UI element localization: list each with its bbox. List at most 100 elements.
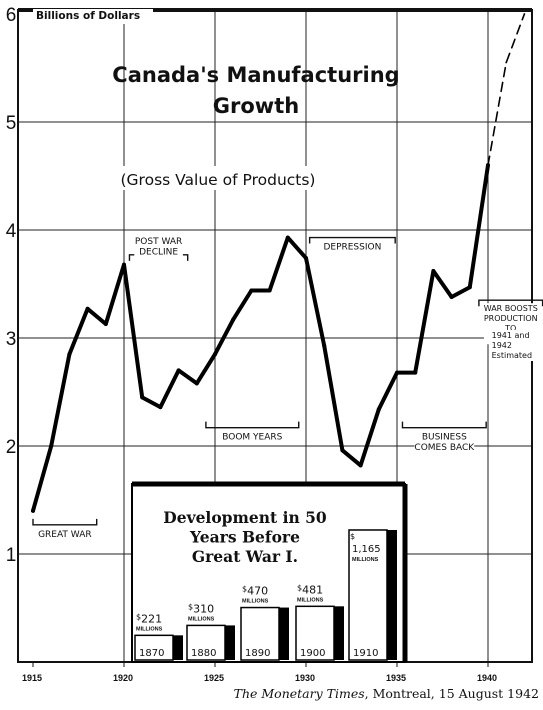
inset-bar-value-number: 1,165: [352, 544, 381, 555]
annotation-bg: [134, 234, 183, 258]
inset-bar-value: $: [350, 532, 355, 541]
annotation-text: WAR BOOSTS: [484, 304, 538, 313]
data-point-solid-1924: [194, 381, 199, 386]
data-point-solid-1937: [431, 269, 436, 273]
data-point-solid-1928: [267, 288, 272, 293]
annotation-text: Estimated: [492, 351, 532, 360]
inset-title-line-3: Great War I.: [192, 547, 298, 566]
x-tick-label-1935: 1935: [386, 673, 406, 683]
inset-bar-unit: MILLIONS: [242, 599, 269, 605]
inset-bar: [186, 624, 226, 661]
data-point-solid-1935: [395, 370, 399, 375]
inset-bar-value: $221: [136, 612, 162, 625]
data-point-solid-1936: [413, 370, 418, 375]
data-point-solid-1919: [103, 322, 108, 326]
annotation-text: 1941 and: [492, 331, 530, 340]
annotation-bracket: [308, 236, 396, 244]
inset-title-line-1: Development in 50: [163, 508, 327, 527]
inset-bar-value: $470: [242, 585, 268, 598]
data-point-solid-1920: [122, 262, 126, 267]
inset-bar-unit: MILLIONS: [297, 597, 324, 603]
series-line-dashed: [487, 13, 526, 166]
data-point-dashed-1942: [523, 13, 526, 15]
caption-rest: , Montreal, 15 August 1942: [364, 686, 539, 701]
annotation-text: 1942: [492, 341, 512, 350]
x-tick-label-1920: 1920: [113, 673, 133, 683]
data-point-dashed-1941: [505, 61, 508, 64]
annotation-bracket: [32, 518, 98, 526]
inset-bar-shadow: [334, 606, 344, 660]
data-point-solid-1923: [176, 368, 181, 373]
inset-bar-category: 1890: [245, 648, 270, 659]
inset-bar-shadow: [387, 529, 397, 660]
inset-bar-shadow: [225, 625, 235, 660]
data-point-solid-1927: [249, 288, 254, 293]
inset-bar: [240, 606, 280, 661]
inset-bar: [134, 634, 174, 661]
inset-bar-category: 1910: [353, 648, 378, 659]
inset-bar: [348, 529, 388, 661]
annotation-text: DEPRESSION: [323, 243, 381, 253]
annotation-depression: DEPRESSION: [308, 236, 396, 253]
data-point-solid-1918: [85, 306, 90, 311]
annotation-bg: [322, 240, 383, 253]
data-point-solid-1916: [49, 444, 54, 448]
annotation-bracket: [205, 421, 300, 429]
subtitle-bg: [120, 166, 316, 190]
data-point-solid-1931: [322, 343, 327, 348]
x-tick-label-1930: 1930: [295, 673, 315, 683]
y-tick-label-2: 2: [6, 437, 17, 458]
annotation-text: TO: [504, 324, 516, 333]
inset-bar-shadow: [279, 607, 289, 660]
annotation-text: GREAT WAR: [38, 530, 92, 540]
chart-heading: Billions of Dollars Canada's Manufacturin…: [33, 9, 400, 190]
data-point-solid-1915: [31, 508, 35, 513]
inset-bar-unit: MILLIONS: [136, 626, 163, 632]
inset-bar-category: 1900: [300, 648, 325, 659]
y-axis-label-bg: [33, 9, 153, 24]
inset-bar-category: 1870: [139, 648, 164, 659]
data-point-solid-1926: [231, 317, 236, 322]
annotation-text: DECLINE: [139, 247, 178, 257]
annotation-great-war: GREAT WAR: [32, 518, 98, 540]
chart-title-line-2: Growth: [213, 94, 299, 118]
annotation-bracket: [401, 421, 487, 429]
inset-title-line-2: Years Before: [189, 528, 300, 547]
annotation-text: POST WAR: [135, 237, 182, 247]
data-point-solid-1929: [285, 235, 290, 240]
annotation-text: COMES BACK: [414, 443, 475, 453]
x-tick-label-1940: 1940: [477, 673, 497, 683]
y-tick-label-3: 3: [6, 329, 17, 350]
data-point-solid-1925: [213, 352, 217, 357]
chart-subtitle: (Gross Value of Products): [121, 171, 316, 189]
data-point-solid-1938: [449, 295, 454, 299]
y-axis-label: Billions of Dollars: [36, 10, 140, 22]
data-point-solid-1922: [158, 405, 163, 410]
inset-bar-shadow: [173, 635, 183, 660]
annotation-bg: [489, 330, 539, 361]
annotation-text: PRODUCTION: [484, 314, 538, 323]
inset-bar-unit: MILLIONS: [188, 616, 215, 622]
inset-bar-value: $310: [188, 602, 214, 615]
data-point-solid-1930: [304, 256, 308, 261]
inset-bar-category: 1880: [191, 648, 216, 659]
y-tick-label-6: 6: [6, 5, 17, 26]
annotation-bg: [222, 430, 283, 443]
caption-publication: The Monetary Times: [233, 686, 365, 701]
annotation-bg: [414, 430, 475, 454]
data-point-solid-1933: [358, 463, 363, 468]
chart-title-line-1: Canada's Manufacturing: [112, 63, 399, 87]
data-point-solid-1917: [67, 352, 72, 357]
inset-bar-value: $481: [297, 583, 323, 596]
annotation-bg: [37, 527, 92, 540]
y-tick-label-5: 5: [6, 113, 17, 134]
x-tick-label-1925: 1925: [204, 673, 224, 683]
